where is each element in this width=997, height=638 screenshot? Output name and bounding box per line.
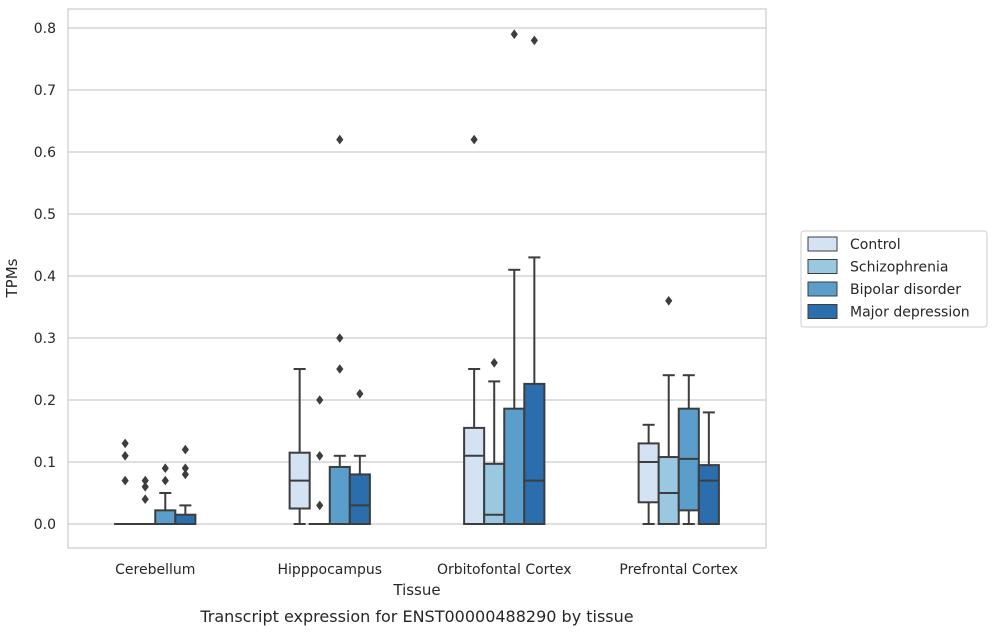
box-3-3 (699, 412, 719, 524)
legend-swatch (808, 305, 837, 319)
outlier-point (471, 135, 478, 145)
legend-label: Control (850, 237, 901, 253)
legend-swatch (808, 260, 837, 274)
y-tick-label: 0.1 (34, 455, 56, 471)
outlier-point (122, 451, 129, 461)
box-body (524, 384, 544, 524)
outlier-point (356, 389, 363, 399)
outlier-point (531, 36, 538, 46)
x-tick-labels: Cerebellum Hipppocampus Orbitofontal Corte… (115, 562, 738, 578)
outlier-point (182, 445, 189, 455)
gridlines (68, 28, 766, 524)
box-1-0 (290, 369, 310, 524)
outlier-point (316, 501, 323, 511)
outlier-point (665, 296, 672, 306)
box-2-2 (504, 29, 524, 524)
box-series (115, 29, 719, 524)
outlier-point (336, 364, 343, 374)
box-body (659, 457, 679, 524)
x-axis-label: Tissue (392, 581, 440, 599)
y-tick-label: 0.4 (34, 269, 56, 285)
box-3-0 (639, 425, 659, 524)
box-body (699, 465, 719, 524)
box-body (175, 515, 195, 524)
box-3-2 (679, 375, 699, 524)
box-2-0 (464, 135, 484, 524)
box-body (639, 443, 659, 502)
outlier-point (336, 135, 343, 145)
legend-label: Schizophrenia (850, 260, 948, 276)
legend-label: Bipolar disorder (850, 282, 961, 298)
x-tick-label: Cerebellum (115, 562, 195, 578)
x-tick-label: Hipppocampus (277, 562, 382, 578)
outlier-point (316, 451, 323, 461)
legend-swatch (808, 282, 837, 296)
box-body (155, 510, 175, 524)
outlier-point (336, 333, 343, 343)
y-tick-label: 0.3 (34, 331, 56, 347)
box-body (350, 474, 370, 524)
box-0-3 (175, 445, 195, 524)
legend-swatch (808, 237, 837, 251)
box-body (504, 409, 524, 524)
y-tick-label: 0.6 (34, 145, 56, 161)
box-0-1 (135, 476, 155, 524)
outlier-point (182, 463, 189, 473)
outlier-point (122, 439, 129, 449)
box-0-0 (115, 439, 135, 524)
legend-label: Major depression (850, 305, 970, 321)
box-1-1 (310, 395, 330, 524)
chart-caption: Transcript expression for ENST0000048829… (199, 607, 633, 626)
outlier-point (316, 395, 323, 405)
y-tick-label: 0.7 (34, 83, 56, 99)
legend: Control Schizophrenia Bipolar disorder Majo… (801, 231, 987, 327)
box-1-3 (350, 389, 370, 524)
outlier-point (491, 358, 498, 368)
box-0-2 (155, 463, 175, 524)
box-3-1 (659, 296, 679, 524)
box-1-2 (330, 135, 350, 524)
outlier-point (142, 494, 149, 504)
box-2-3 (524, 36, 544, 524)
outlier-point (142, 476, 149, 486)
x-tick-label: Orbitofontal Cortex (437, 562, 572, 578)
x-tick-label: Prefrontal Cortex (619, 562, 738, 578)
y-axis-label: TPMs (3, 258, 21, 298)
outlier-point (162, 463, 169, 473)
y-tick-label: 0.2 (34, 393, 56, 409)
outlier-point (511, 29, 518, 39)
outlier-point (162, 476, 169, 486)
box-2-1 (484, 358, 504, 524)
y-tick-label: 0.5 (34, 207, 56, 223)
y-tick-label: 0.0 (34, 517, 56, 533)
y-tick-labels: 0.0 0.1 0.2 0.3 0.4 0.5 0.6 0.7 0.8 (34, 21, 56, 533)
box-body (464, 428, 484, 524)
box-body (330, 467, 350, 524)
y-tick-label: 0.8 (34, 21, 56, 37)
outlier-point (122, 476, 129, 486)
